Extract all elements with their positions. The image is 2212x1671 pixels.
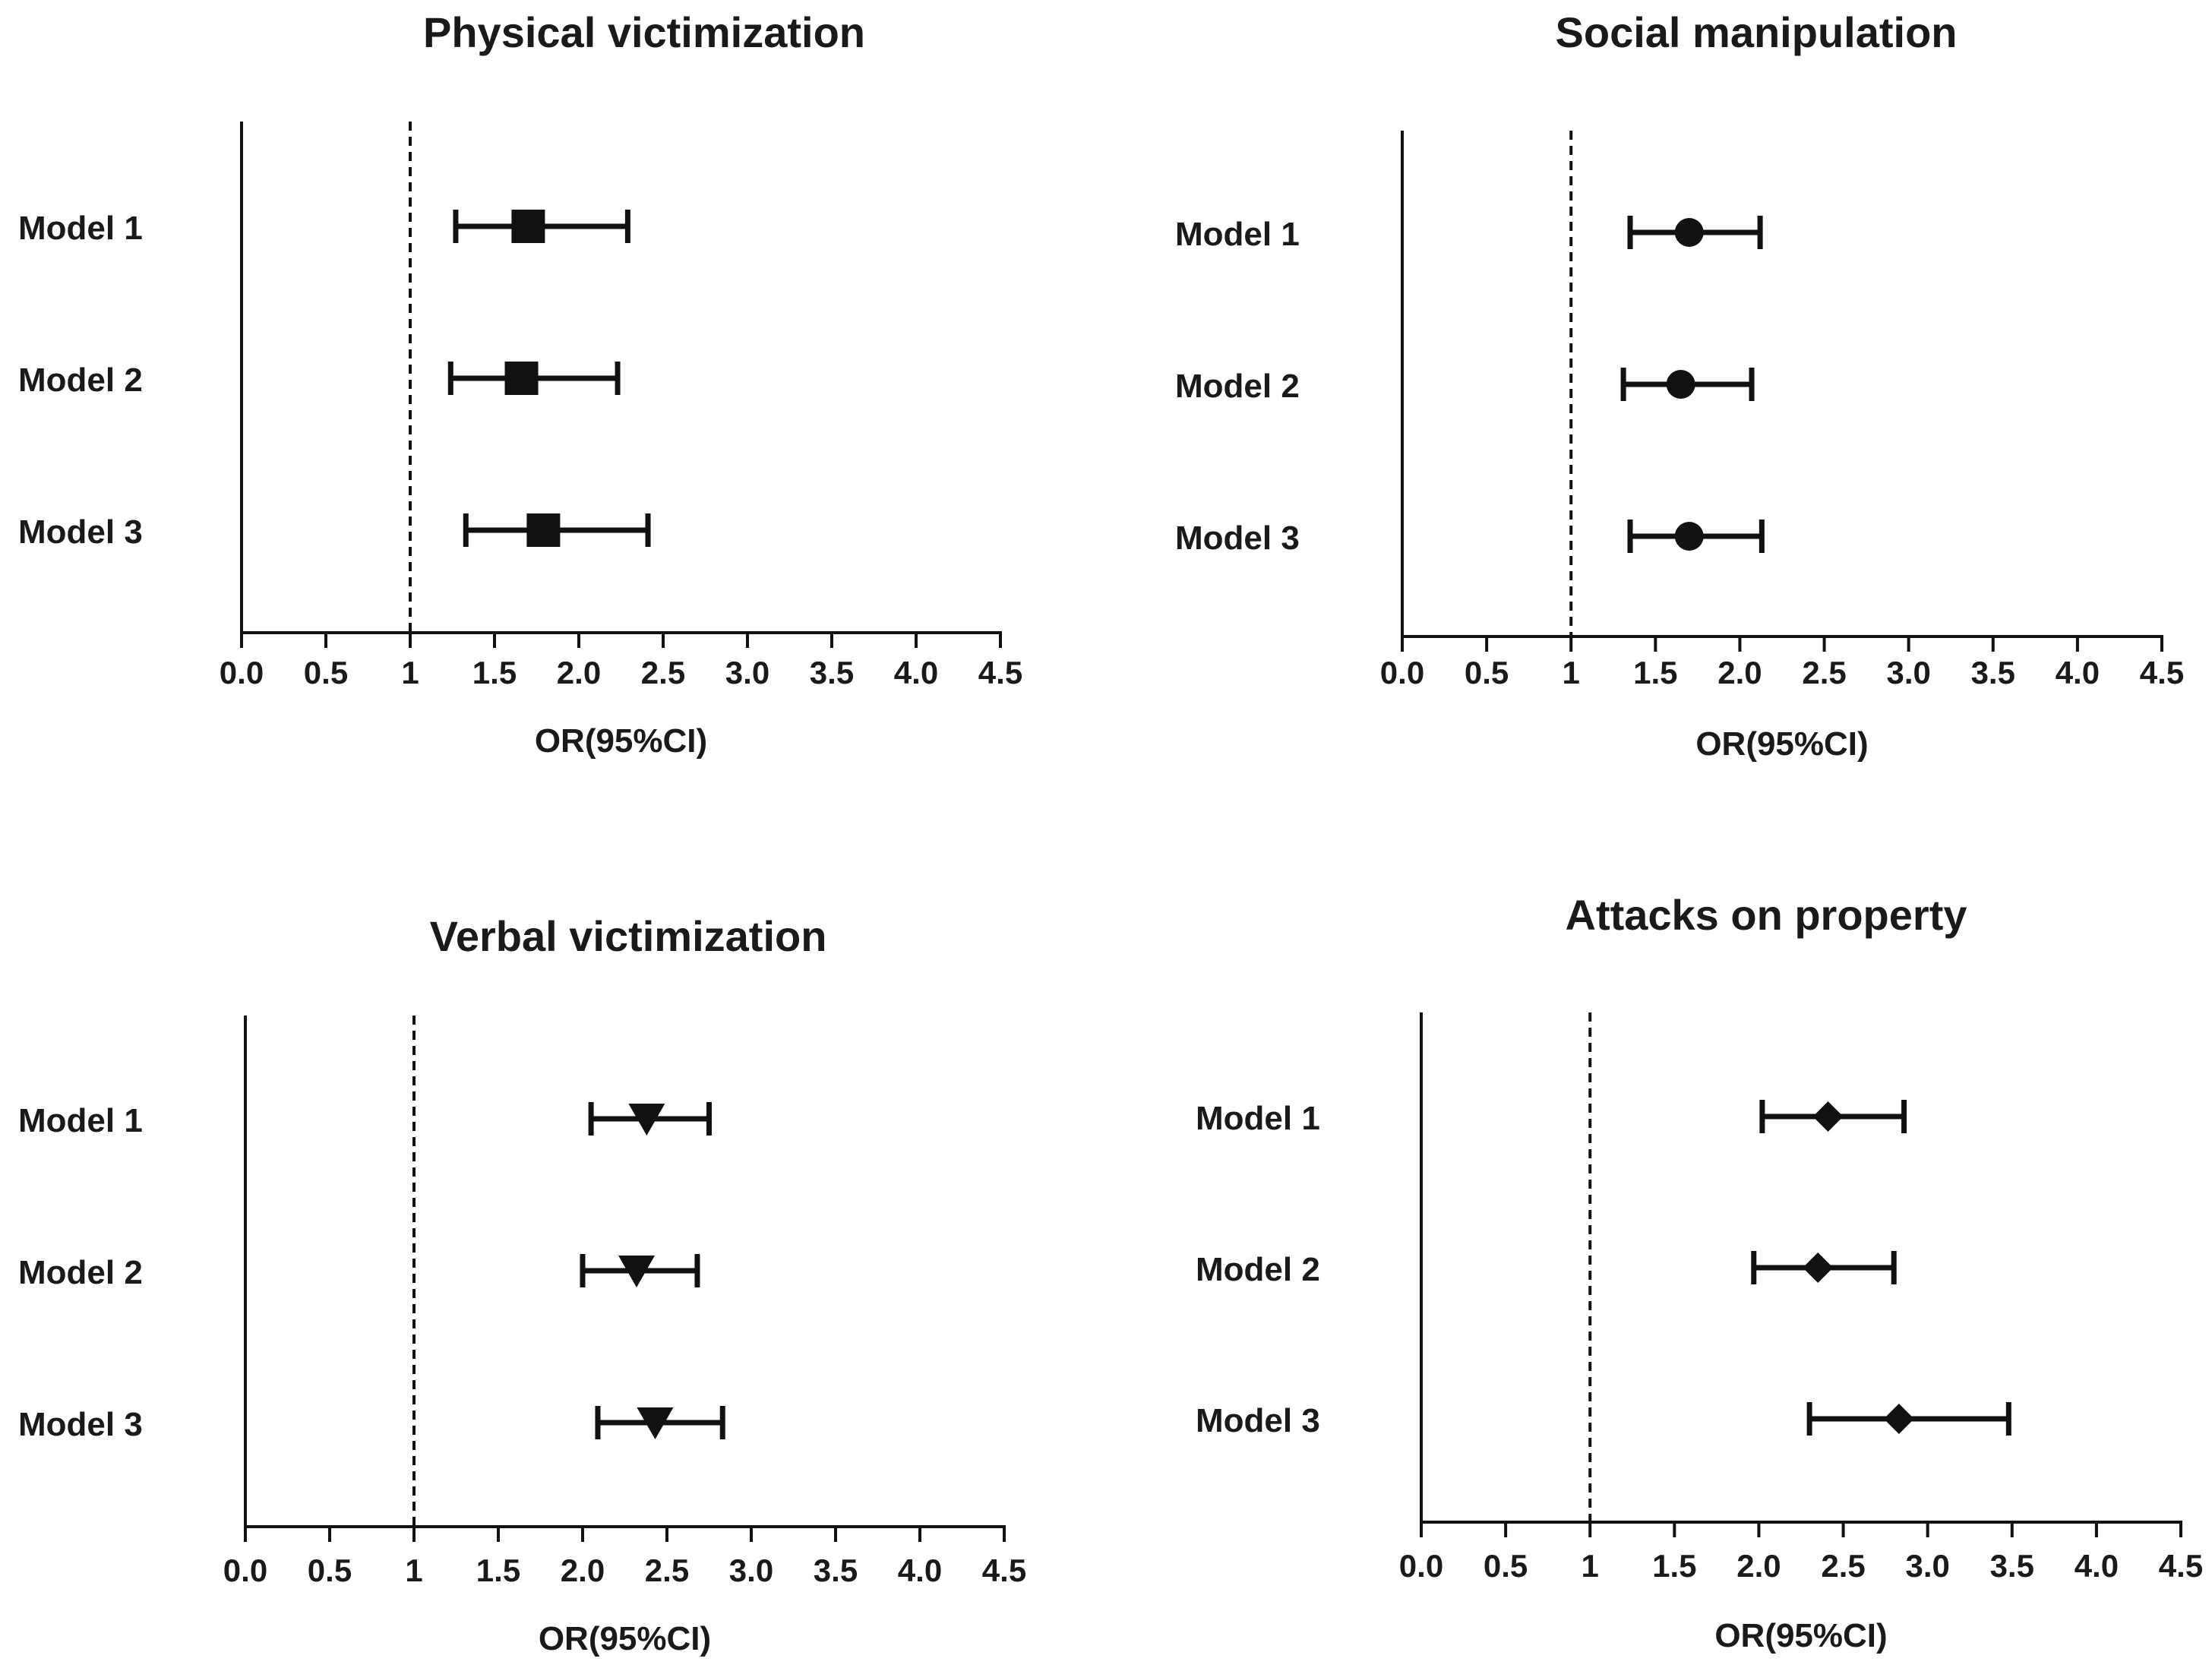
x-tick-label: 0.0 xyxy=(223,1553,267,1588)
chart-title: Verbal victimization xyxy=(430,912,827,960)
x-tick-label: 3.0 xyxy=(729,1553,773,1588)
x-tick-label: 1 xyxy=(1563,655,1580,690)
model-label: Model 1 xyxy=(18,210,143,247)
x-tick-label: 1 xyxy=(405,1553,422,1588)
or-point-model-1 xyxy=(1812,1101,1844,1132)
x-tick-label: 4.5 xyxy=(982,1553,1026,1588)
model-label: Model 1 xyxy=(18,1102,143,1139)
x-tick-label: 2.5 xyxy=(645,1553,689,1588)
or-point-model-1 xyxy=(1674,218,1704,247)
chart-panel-2: Social manipulation 0.0 0.5 1 1.5 2.0 2.5 3.0 3.… xyxy=(1175,8,2184,763)
chart-panel-3: Verbal victimization 0.0 0.5 1 1.5 2.0 2.5 3.0 3… xyxy=(18,912,1026,1657)
model-label: Model 1 xyxy=(1196,1100,1320,1137)
x-tick-label: 3.5 xyxy=(1990,1548,2034,1584)
chart-title: Social manipulation xyxy=(1556,8,1958,56)
x-tick-label: 4.0 xyxy=(2056,655,2100,690)
x-tick-label: 0.0 xyxy=(1399,1548,1443,1584)
x-tick-label: 0.5 xyxy=(1484,1548,1528,1584)
or-point-model-2 xyxy=(1666,370,1695,399)
chart-panel-4: Attacks on property 0.0 0.5 1 1.5 2.0 2.5 3.0 3.… xyxy=(1196,891,2203,1654)
or-point-model-3 xyxy=(1674,522,1704,551)
model-label: Model 2 xyxy=(1196,1251,1320,1288)
x-tick-label: 1 xyxy=(1582,1548,1599,1584)
x-tick-label: 4.5 xyxy=(2140,655,2184,690)
x-axis-label: OR(95%CI) xyxy=(539,1620,711,1657)
or-point-model-2 xyxy=(504,362,539,395)
x-tick-label: 2.0 xyxy=(557,655,601,690)
x-axis-label: OR(95%CI) xyxy=(1714,1617,1887,1654)
x-tick-label: 1.5 xyxy=(472,655,517,690)
x-tick-label: 0.5 xyxy=(304,655,348,690)
chart-title: Attacks on property xyxy=(1566,891,1967,939)
model-label: Model 2 xyxy=(1175,368,1300,405)
x-tick-label: 0.5 xyxy=(308,1553,352,1588)
or-point-model-1 xyxy=(511,210,545,243)
x-tick-label: 0.0 xyxy=(1380,655,1424,690)
or-point-model-3 xyxy=(1883,1404,1914,1434)
x-tick-label: 3.0 xyxy=(1886,655,1930,690)
model-label: Model 1 xyxy=(1175,216,1300,253)
x-tick-label: 2.5 xyxy=(1802,655,1846,690)
chart-title: Physical victimization xyxy=(423,8,865,56)
x-tick-label: 1.5 xyxy=(1652,1548,1696,1584)
x-tick-label: 4.5 xyxy=(2159,1548,2203,1584)
x-tick-label: 3.0 xyxy=(1905,1548,1949,1584)
x-tick-label: 2.0 xyxy=(561,1553,605,1588)
model-label: Model 3 xyxy=(1196,1402,1320,1439)
chart-panel-1: Physical victimization 0.0 0.5 1 1.5 2.0 2.5 3.… xyxy=(18,8,1022,760)
or-point-model-3 xyxy=(526,513,561,547)
model-label: Model 3 xyxy=(18,1406,143,1443)
x-tick-label: 3.5 xyxy=(810,655,854,690)
x-tick-label: 1.5 xyxy=(476,1553,520,1588)
or-point-model-1 xyxy=(628,1104,665,1136)
x-tick-label: 4.5 xyxy=(978,655,1022,690)
x-tick-label: 4.0 xyxy=(894,655,938,690)
x-tick-label: 1.5 xyxy=(1633,655,1677,690)
x-tick-label: 2.0 xyxy=(1736,1548,1781,1584)
x-tick-label: 3.5 xyxy=(814,1553,858,1588)
x-axis-label: OR(95%CI) xyxy=(1695,725,1868,763)
model-label: Model 2 xyxy=(18,1254,143,1291)
model-label: Model 3 xyxy=(1175,520,1300,557)
x-tick-label: 2.5 xyxy=(1821,1548,1865,1584)
x-tick-label: 4.0 xyxy=(2075,1548,2119,1584)
x-tick-label: 4.0 xyxy=(898,1553,942,1588)
x-tick-label: 2.5 xyxy=(641,655,685,690)
model-label: Model 2 xyxy=(18,362,143,399)
x-tick-label: 3.0 xyxy=(725,655,769,690)
x-tick-label: 1 xyxy=(401,655,419,690)
or-point-model-3 xyxy=(637,1407,674,1439)
model-label: Model 3 xyxy=(18,513,143,551)
x-tick-label: 0.0 xyxy=(220,655,264,690)
or-point-model-2 xyxy=(618,1256,656,1287)
or-point-model-2 xyxy=(1803,1252,1834,1283)
x-tick-label: 2.0 xyxy=(1717,655,1762,690)
x-axis-label: OR(95%CI) xyxy=(535,722,707,760)
x-tick-label: 3.5 xyxy=(1971,655,2015,690)
x-tick-label: 0.5 xyxy=(1465,655,1509,690)
